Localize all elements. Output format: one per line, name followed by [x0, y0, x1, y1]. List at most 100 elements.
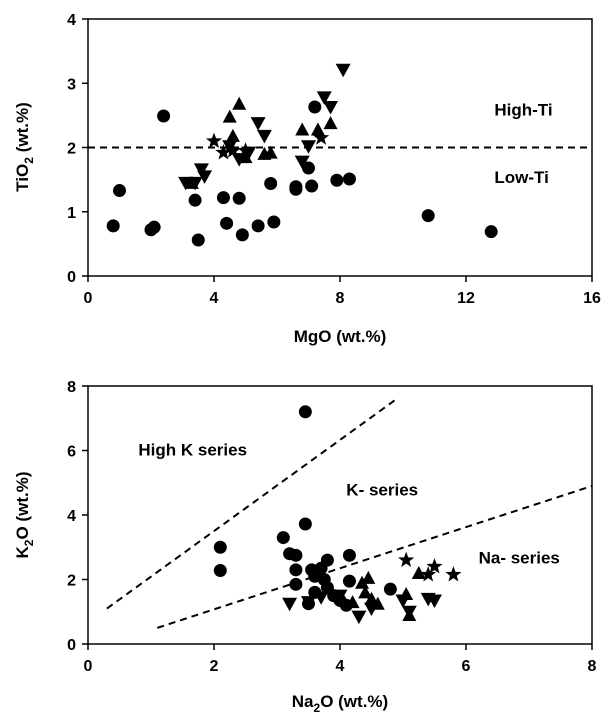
triangle-up-point [232, 96, 247, 110]
triangle-down-point [222, 140, 238, 154]
x-tick-label: 6 [462, 658, 471, 675]
x-ticks-top: 0 4 8 12 16 [84, 276, 601, 307]
y-tick-label: 3 [67, 76, 76, 93]
star-point [237, 142, 254, 158]
x-tick-label: 4 [336, 658, 345, 675]
triangle-down-point [335, 63, 351, 78]
y-tick-label: 2 [67, 141, 76, 158]
chart-k2o-vs-na2o: 0 2 4 6 8 0 2 4 6 8 High K series K- series Na- se… [13, 379, 597, 715]
triangle-up-point [238, 150, 253, 164]
triangle-down-point [316, 91, 332, 105]
circle-point [342, 574, 356, 588]
annotations-top: High-Ti Low-Ti [494, 100, 552, 186]
data-points-bottom [213, 405, 462, 625]
y-label-main-bottom: K [13, 545, 32, 558]
annotations-bottom: High K series K- series Na- series [138, 440, 559, 567]
x-label-rest-bottom: O (wt.%) [320, 692, 388, 711]
x-tick-label: 2 [210, 658, 219, 675]
triangle-down-point [323, 101, 339, 115]
triangle-up-point [222, 109, 237, 123]
region-annotation: K- series [346, 481, 418, 500]
triangle-down-point [294, 155, 310, 170]
y-ticks-bottom: 0 2 4 6 8 [67, 379, 88, 654]
reference-lines-bottom [106, 398, 593, 629]
star-point [426, 558, 443, 574]
x-axis-label-bottom: Na2O (wt.%) [292, 692, 388, 715]
circle-point [188, 193, 202, 207]
y-axis-label-bottom: K2O (wt.%) [13, 472, 36, 559]
circle-point [289, 182, 303, 196]
y-axis-label-top: TiO2 (wt.%) [13, 102, 36, 192]
circle-point [342, 172, 356, 186]
triangle-up-point [364, 591, 379, 605]
triangle-down-point [250, 117, 266, 131]
y-label-main-top: TiO [13, 164, 32, 192]
triangle-down-point [282, 597, 298, 612]
y-tick-label: 4 [67, 12, 76, 29]
x-tick-label: 8 [336, 290, 345, 307]
circle-point [113, 184, 126, 198]
circle-point [251, 219, 265, 233]
triangle-down-point [351, 610, 367, 625]
circle-point [484, 225, 498, 239]
circle-point [298, 517, 312, 531]
y-tick-label: 8 [67, 379, 76, 396]
circle-point [213, 540, 227, 554]
y-tick-label: 0 [67, 269, 76, 286]
circle-point [330, 173, 344, 187]
circle-point [220, 216, 234, 230]
triangle-down-point [313, 591, 329, 605]
y-tick-label: 1 [67, 205, 76, 222]
x-axis-label-top: MgO (wt.%) [294, 327, 387, 346]
data-points-top [106, 63, 498, 247]
star-point [313, 129, 330, 145]
circle-point [302, 161, 315, 175]
x-tick-label: 0 [84, 290, 93, 307]
dashed-boundary-line [156, 485, 593, 629]
triangle-up-point [345, 595, 360, 609]
region-annotation: Low-Ti [494, 168, 548, 187]
triangle-up-point [184, 175, 199, 189]
triangle-up-point [399, 587, 414, 601]
triangle-up-point [370, 596, 385, 610]
star-point [445, 566, 462, 582]
circle-point [421, 209, 435, 223]
y-tick-label: 4 [67, 508, 76, 525]
circle-point [276, 531, 290, 545]
triangle-up-point [361, 570, 376, 584]
star-point [420, 566, 437, 582]
region-annotation: High K series [138, 440, 247, 459]
triangle-down-point [178, 176, 194, 191]
circle-point [191, 233, 205, 247]
circle-point [106, 219, 120, 233]
triangle-up-point [411, 566, 426, 580]
circle-point [267, 215, 281, 229]
circle-point [289, 577, 303, 591]
triangle-down-point [301, 596, 316, 610]
y-tick-label: 6 [67, 444, 76, 461]
y-tick-label: 0 [67, 637, 76, 654]
x-ticks-bottom: 0 2 4 6 8 [84, 644, 597, 675]
circle-point [213, 563, 227, 577]
triangle-down-point [197, 170, 213, 184]
circle-point [264, 176, 278, 190]
triangle-down-point [193, 163, 209, 177]
y-label-sub-bottom: 2 [22, 539, 36, 546]
y-ticks-top: 0 1 2 3 4 [67, 12, 88, 286]
y-label-sub-top: 2 [22, 157, 36, 164]
circle-point [289, 563, 303, 577]
triangle-down-point [332, 589, 348, 604]
y-label-rest-top: (wt.%) [13, 102, 32, 157]
circle-point [308, 100, 322, 114]
circle-point [320, 553, 334, 567]
circle-point [232, 191, 246, 205]
circle-point [305, 179, 319, 193]
circle-point [157, 109, 171, 123]
circle-point [235, 228, 249, 242]
circle-point [298, 405, 312, 419]
triangle-up-point [402, 607, 417, 621]
circle-point [147, 220, 161, 234]
circle-point [216, 191, 230, 205]
